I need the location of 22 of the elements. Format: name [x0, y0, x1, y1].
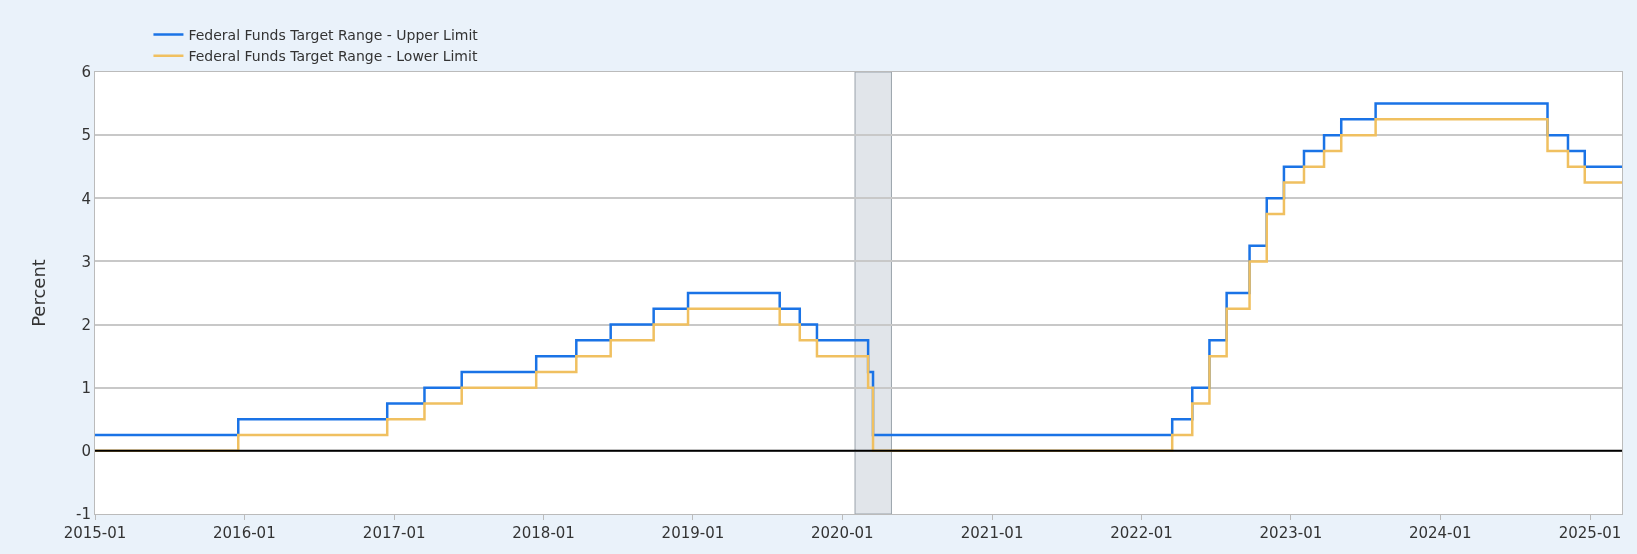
x-tick-label: 2025-01 — [1558, 524, 1622, 542]
y-tick-label: 0 — [81, 442, 91, 461]
x-tick-label: 2019-01 — [661, 524, 725, 542]
x-tick-label: 2018-01 — [512, 524, 575, 542]
x-tick-label: 2015-01 — [63, 524, 127, 542]
x-tick-label: 2021-01 — [960, 524, 1024, 542]
x-tick-label: 2023-01 — [1259, 524, 1323, 542]
y-tick-label: 3 — [81, 252, 91, 271]
y-axis-title: Percent — [28, 259, 50, 327]
y-tick-label: 4 — [81, 189, 91, 208]
y-tick-label: 2 — [81, 315, 91, 334]
y-tick-label: 5 — [81, 126, 91, 145]
x-tick-label: 2022-01 — [1110, 524, 1173, 542]
y-tick-label: -1 — [76, 505, 91, 524]
x-tick-label: 2016-01 — [213, 524, 276, 542]
x-tick-label: 2024-01 — [1408, 524, 1472, 542]
y-tick-label: 6 — [81, 63, 91, 82]
legend-label: Federal Funds Target Range - Upper Limit — [188, 27, 479, 44]
x-tick-label: 2020-01 — [810, 524, 874, 542]
legend-label: Federal Funds Target Range - Lower Limit — [188, 48, 478, 65]
x-tick-label: 2017-01 — [362, 524, 426, 542]
y-tick-label: 1 — [81, 378, 91, 397]
